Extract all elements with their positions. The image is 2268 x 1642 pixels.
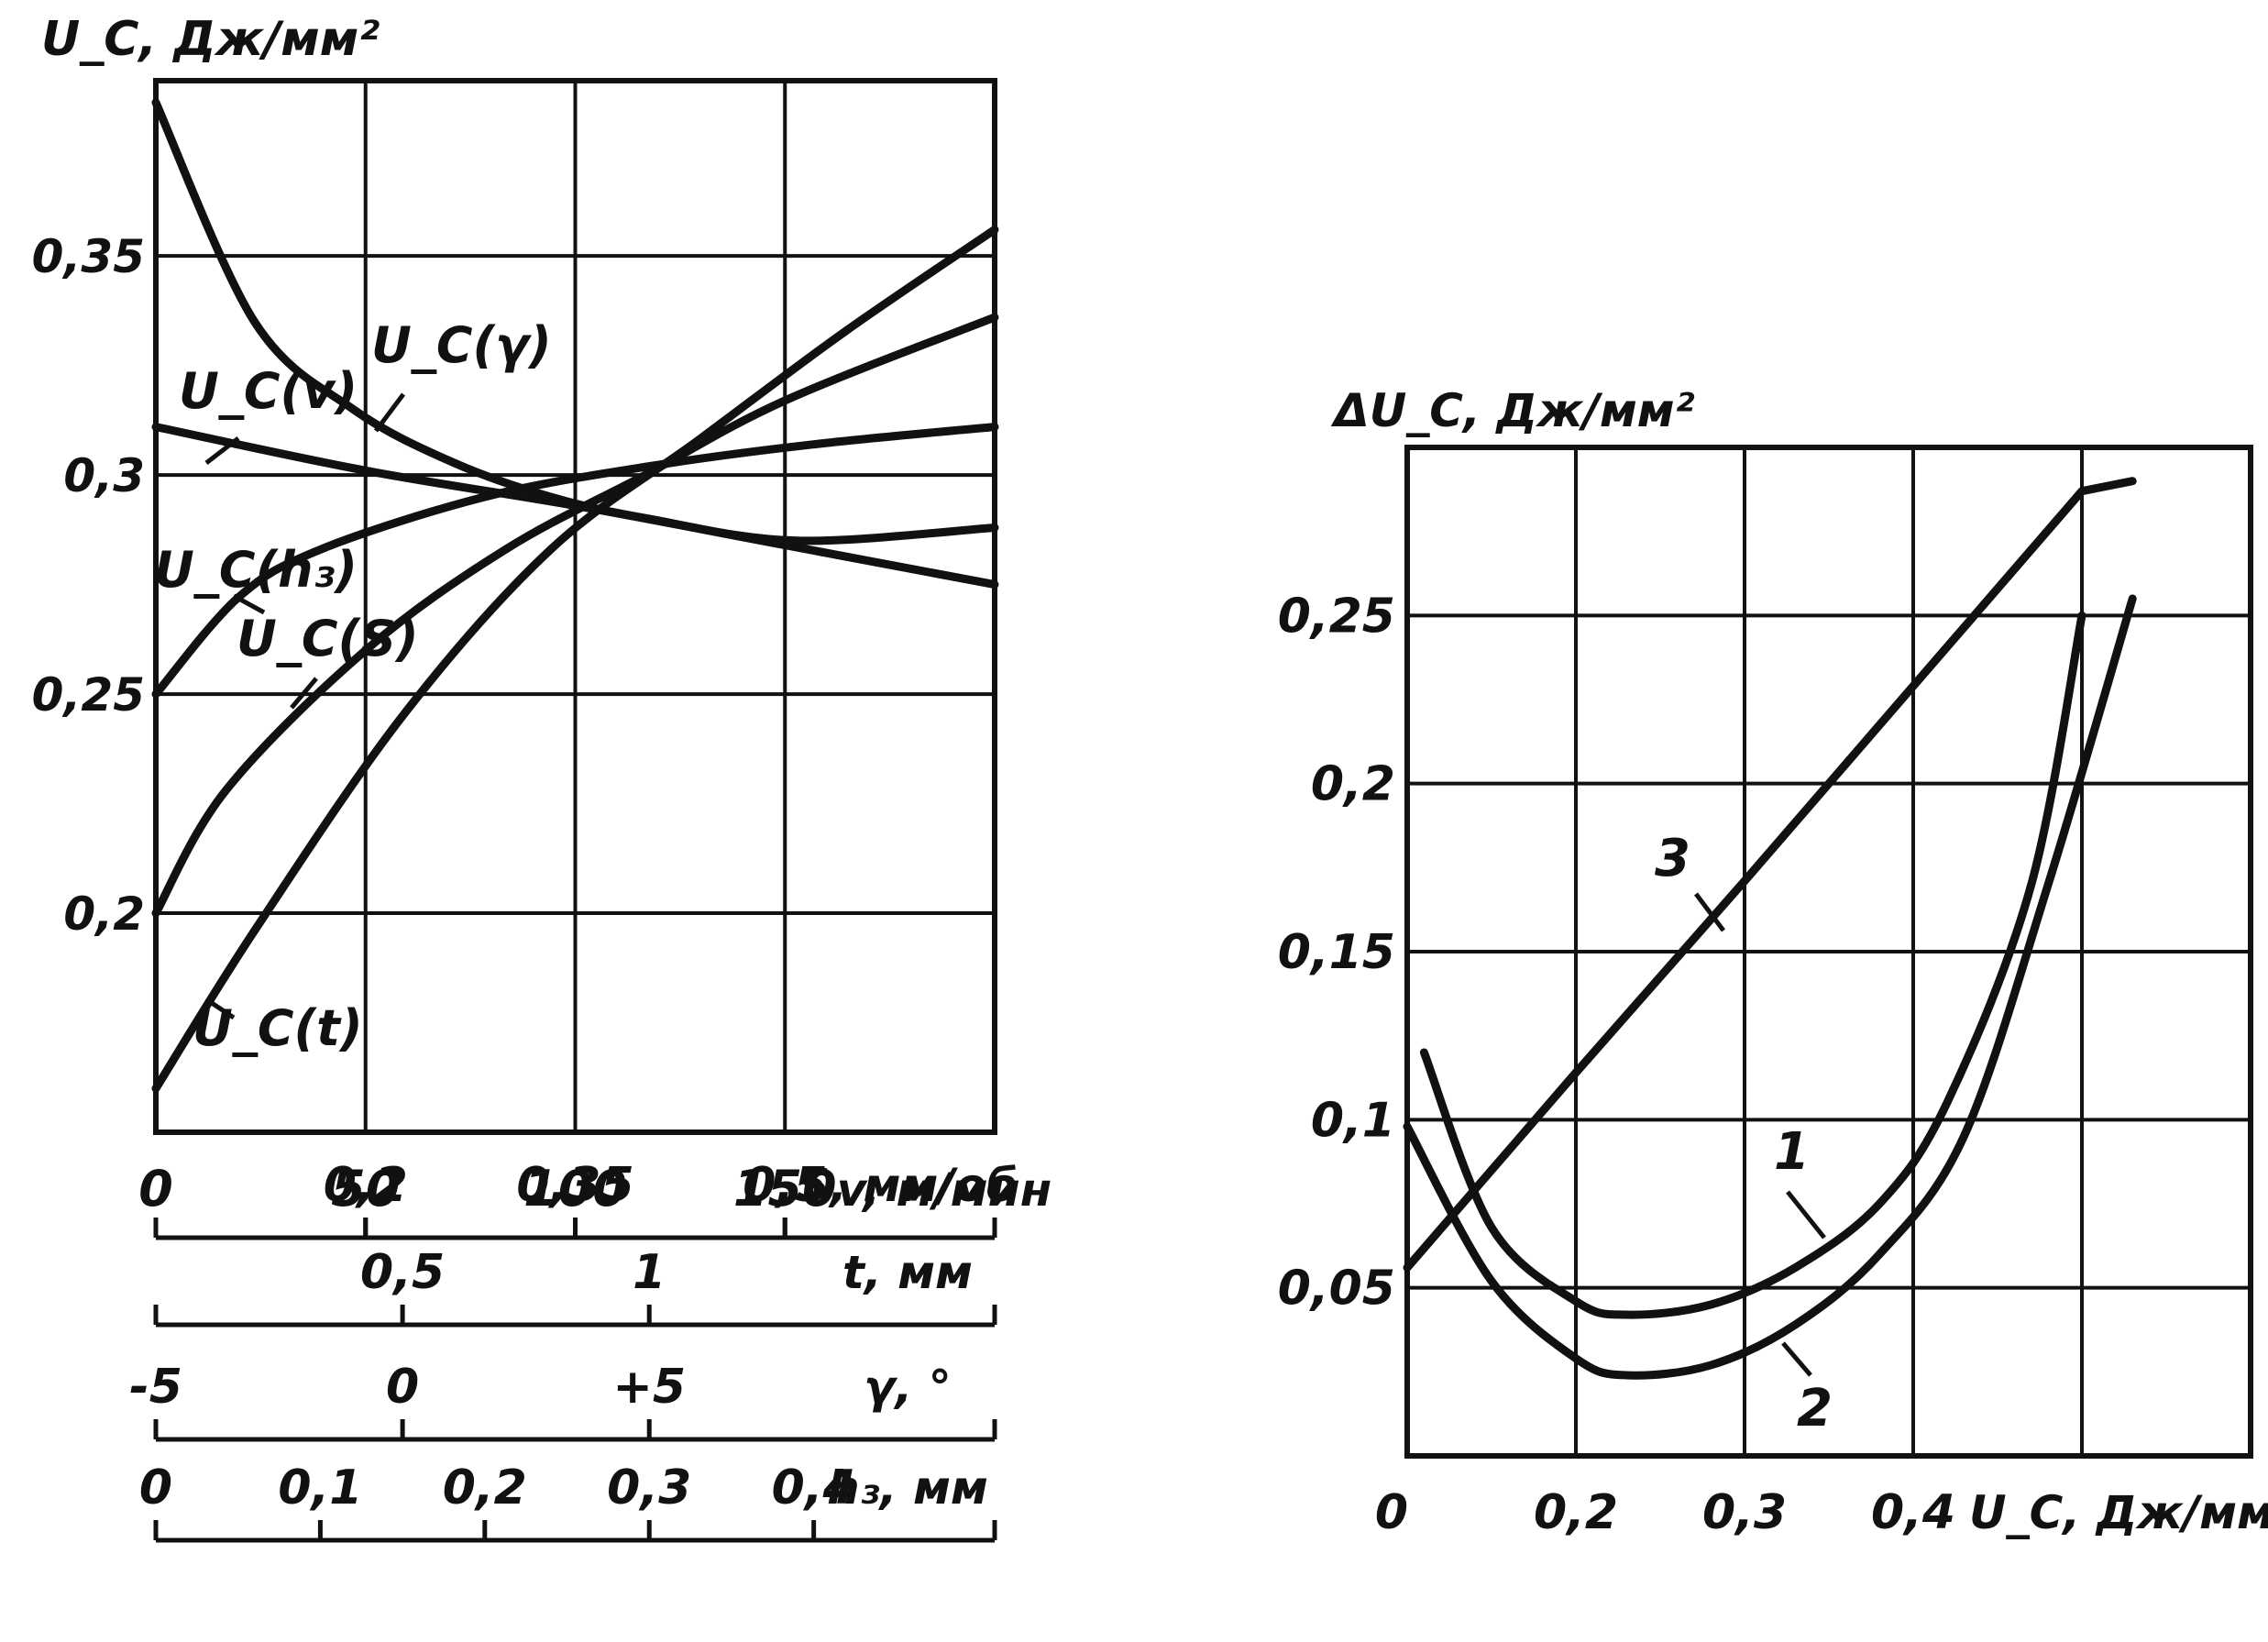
left-series-label: U_C(v) xyxy=(179,362,358,420)
left-scale-tick-label: 1 xyxy=(633,1245,666,1300)
right-y-axis-title: ΔU_C, Дж/мм² xyxy=(1330,384,1695,437)
left-y-tick-labels: 0,2 0,25 0,3 0,35 xyxy=(32,230,145,941)
left-scale-tick-label: 0 xyxy=(138,1160,173,1218)
right-y-tick-label: 0,15 xyxy=(1278,925,1395,980)
left-series-curve xyxy=(151,423,999,699)
left-scale-tick-label: -5 xyxy=(129,1360,182,1415)
left-grid xyxy=(153,78,997,1135)
left-scale-gamma: -5 0 +5 γ, ° xyxy=(129,1360,997,1442)
left-y-axis-title: U_C, Дж/мм² xyxy=(41,12,380,67)
right-label-leader xyxy=(1694,892,1725,932)
right-curves xyxy=(1403,477,2137,1380)
right-chart: ΔU_C, Дж/мм² U_C, Дж/мм² 0,050,10,150,20… xyxy=(1278,384,2268,1540)
left-scale-axis-label: S, мм/об xyxy=(797,1159,1018,1212)
right-series-curve xyxy=(1419,611,2086,1319)
left-series-curve xyxy=(151,423,999,590)
left-series-label: U_C(γ) xyxy=(371,316,552,374)
left-scale-v-baseline xyxy=(153,1218,997,1240)
left-series-curve xyxy=(151,98,999,545)
right-x-tick-label: 0,4 xyxy=(1871,1485,1955,1540)
right-label-leaders xyxy=(1694,892,1826,1377)
left-leader-gamma xyxy=(374,392,405,433)
right-x-tick-label: 0 xyxy=(1375,1485,1408,1540)
right-y-tick-label: 0,05 xyxy=(1278,1262,1395,1317)
left-leader-S xyxy=(290,677,318,710)
left-y-tick-label: 0,25 xyxy=(32,668,145,722)
right-series-label: 1 xyxy=(1774,1122,1810,1182)
left-scale-tick-label: 0,5 xyxy=(743,1158,827,1213)
left-scale-tick-label: +5 xyxy=(612,1360,686,1415)
left-y-tick-label: 0,2 xyxy=(63,887,145,941)
left-series-curve xyxy=(151,226,999,1093)
right-y-tick-label: 0,2 xyxy=(1311,757,1395,812)
left-series-label: U_C(t) xyxy=(193,999,363,1057)
right-label-leader xyxy=(1781,1341,1812,1377)
left-leader-v xyxy=(204,436,240,465)
right-x-tick-label: 0,2 xyxy=(1534,1485,1618,1540)
right-y-tick-labels: 0,05 0,1 0,15 0,2 0,25 xyxy=(1278,589,1395,1316)
left-series-curve xyxy=(151,313,999,918)
right-y-tick-label: 0,1 xyxy=(1311,1093,1395,1148)
left-chart: U_C, Дж/мм² 0,20,250,30,35 U_C(γ)U_C(v)U… xyxy=(32,12,1051,1543)
left-scale-tick-label: 50 xyxy=(331,1160,400,1218)
left-scale-tick-label: 0,1 xyxy=(278,1460,362,1515)
left-scale-tick-label: 0,3 xyxy=(607,1460,691,1515)
left-y-tick-label: 0,3 xyxy=(63,449,145,502)
left-series-label: U_C(S) xyxy=(237,610,419,667)
left-scale-tick-label: 100 xyxy=(523,1160,627,1218)
right-y-tick-label: 0,25 xyxy=(1278,589,1395,644)
left-scale-tick-label: 150 xyxy=(733,1160,837,1218)
right-series-curve xyxy=(1403,594,2137,1380)
left-scale-tick-label: 0,5 xyxy=(360,1245,445,1300)
right-series-curve xyxy=(1403,477,2137,1273)
left-scale-S: 0,2 0,35 0,5S, мм/об xyxy=(153,1158,1018,1240)
left-scale-tick-label: 0 xyxy=(139,1460,172,1515)
right-series-label: 2 xyxy=(1797,1379,1833,1438)
right-label-leader xyxy=(1786,1190,1826,1240)
left-scale-tick-label: 0 xyxy=(386,1360,419,1415)
right-series-label: 3 xyxy=(1655,829,1690,888)
left-series-labels: U_C(γ)U_C(v) U_C(h₃) U_C(S) U_C(t) xyxy=(154,316,552,1057)
left-scale-tick-label: 0,2 xyxy=(443,1460,527,1515)
right-series-labels: 1 2 3 xyxy=(1655,829,1833,1438)
left-scale-axis-label: t, мм xyxy=(842,1246,973,1299)
left-scale-axis-label: γ, ° xyxy=(864,1361,951,1414)
left-series-label: U_C(h₃) xyxy=(154,541,358,599)
left-scale-axis-label: h₃, мм xyxy=(827,1461,988,1515)
left-scale-v: 0 50 100 150 v, м/мин xyxy=(138,1160,1051,1218)
left-scale-t: 0,5 1 t, мм xyxy=(153,1245,997,1328)
left-leader-h3 xyxy=(232,593,266,615)
left-scale-tick-label: 0,35 xyxy=(516,1158,633,1213)
left-scale-axis-label: v, м/мин xyxy=(837,1163,1052,1217)
left-scale-tick-label: 0,2 xyxy=(324,1158,408,1213)
left-scale-tick-label: 0,4 xyxy=(772,1460,856,1515)
right-x-axis-title: U_C, Дж/мм² xyxy=(1969,1486,2268,1539)
left-leader-t xyxy=(204,997,236,1020)
left-scale-h3: 0 0,1 0,2 0,3 0,4h₃, мм xyxy=(139,1460,997,1543)
left-curves xyxy=(151,98,999,1093)
right-x-tick-label: 0,3 xyxy=(1702,1485,1787,1540)
left-label-leaders xyxy=(204,392,405,1020)
right-x-tick-labels: 0 0,2 0,3 0,4 xyxy=(1375,1485,1955,1540)
left-y-tick-label: 0,35 xyxy=(32,230,145,283)
